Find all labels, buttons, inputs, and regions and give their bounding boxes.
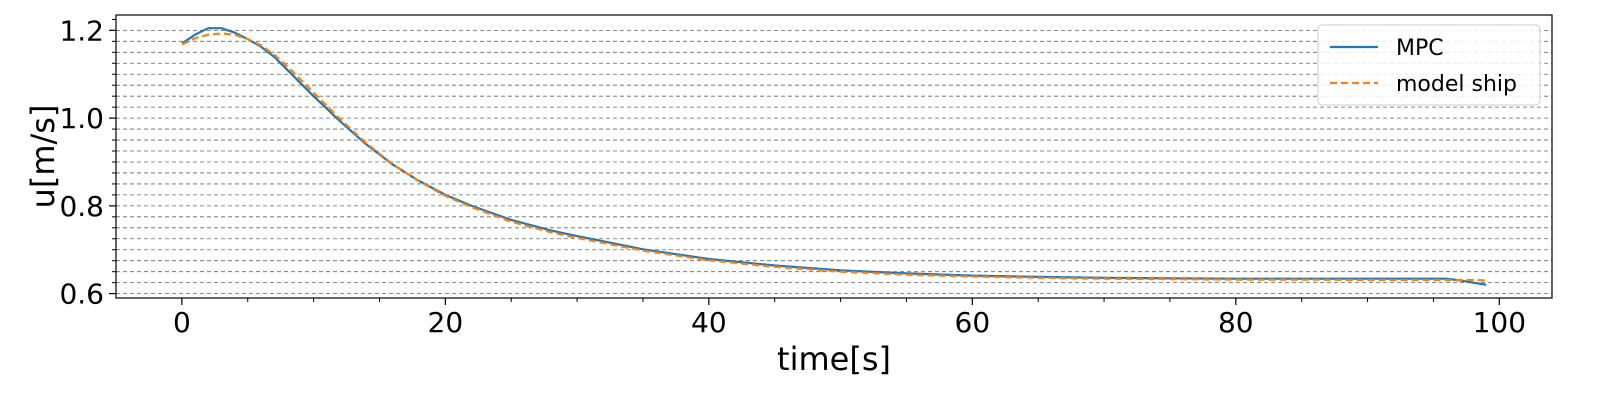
y-tick-label: 1.0 xyxy=(59,102,104,135)
x-tick-label: 60 xyxy=(955,306,991,339)
series-line-mpc xyxy=(181,27,1487,286)
series-line-model-ship xyxy=(181,32,1487,282)
legend: MPC model ship xyxy=(1317,24,1541,106)
axis-ticks: 0 20 40 60 80 100 0.6 0.8 1.0 1.2 xyxy=(59,14,1526,339)
series-lines xyxy=(181,27,1487,286)
x-axis-label: time[s] xyxy=(777,340,891,378)
y-tick-label: 0.6 xyxy=(59,278,104,311)
y-axis-label: u[m/s] xyxy=(24,105,62,209)
x-tick-label: 20 xyxy=(428,306,464,339)
legend-label-mpc: MPC xyxy=(1396,36,1444,61)
legend-label-model-ship: model ship xyxy=(1396,72,1517,97)
plot-frame xyxy=(115,14,1553,299)
y-tick-label: 1.2 xyxy=(59,14,104,47)
x-tick-label: 80 xyxy=(1218,306,1254,339)
y-tick-label: 0.8 xyxy=(59,190,104,223)
x-tick-label: 0 xyxy=(173,306,191,339)
grid-lines xyxy=(116,29,1552,295)
x-tick-label: 100 xyxy=(1473,306,1526,339)
legend-box xyxy=(1317,24,1541,106)
x-tick-label: 40 xyxy=(691,306,727,339)
